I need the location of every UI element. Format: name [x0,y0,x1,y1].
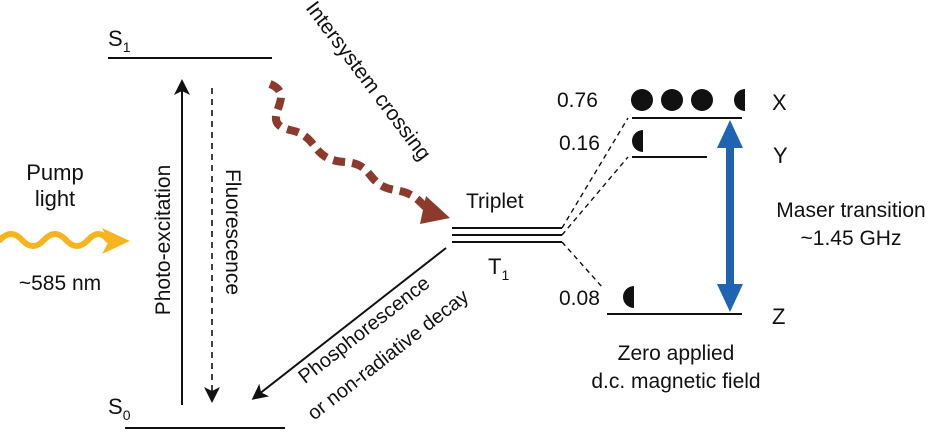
population-dot-icon [661,89,683,111]
field-caption-line2: d.c. magnetic field [591,370,760,393]
intersystem-crossing-label: Intersystem crossing [301,0,435,165]
connector-z [561,241,604,289]
population-dot-icon [691,89,713,111]
photo-excitation-label: Photo-excitation [152,165,175,316]
pump-label-line1: Pump [26,160,83,185]
triplet-label: Triplet [466,190,524,213]
sublevel-x-population: 0.76 [557,89,598,112]
sublevel-y-label: Y [773,143,788,168]
s1-label: S1 [108,26,131,55]
sublevel-x-label: X [772,90,787,115]
fluorescence-label: Fluorescence [221,169,244,295]
connector-x [561,117,629,229]
maser-arrowhead-bottom-icon [717,284,743,312]
t1-label: T1 [488,254,509,283]
pump-wave-icon [0,231,111,249]
population-half-dot-icon [623,286,634,308]
field-caption-line1: Zero applied [618,342,735,365]
maser-label-line2: ~1.45 GHz [801,227,902,250]
maser-label-line1: Maser transition [776,199,925,222]
wavelength-label: ~585 nm [19,272,101,295]
pump-label-line2: light [35,186,75,211]
pump-arrowhead-icon [102,228,130,254]
connector-y [561,156,629,236]
sublevel-z-population: 0.08 [559,287,600,310]
phosphorescence-arrow [251,247,447,400]
population-half-dot-icon [734,89,745,111]
intersystem-crossing-arrowhead-icon [420,196,450,224]
population-half-dot-icon [632,130,643,152]
intersystem-crossing-arrow [268,80,434,215]
s0-label: S0 [108,394,131,423]
sublevel-z-label: Z [772,304,785,329]
population-dot-icon [631,89,653,111]
sublevel-y-population: 0.16 [559,132,600,155]
maser-arrowhead-top-icon [717,120,743,148]
